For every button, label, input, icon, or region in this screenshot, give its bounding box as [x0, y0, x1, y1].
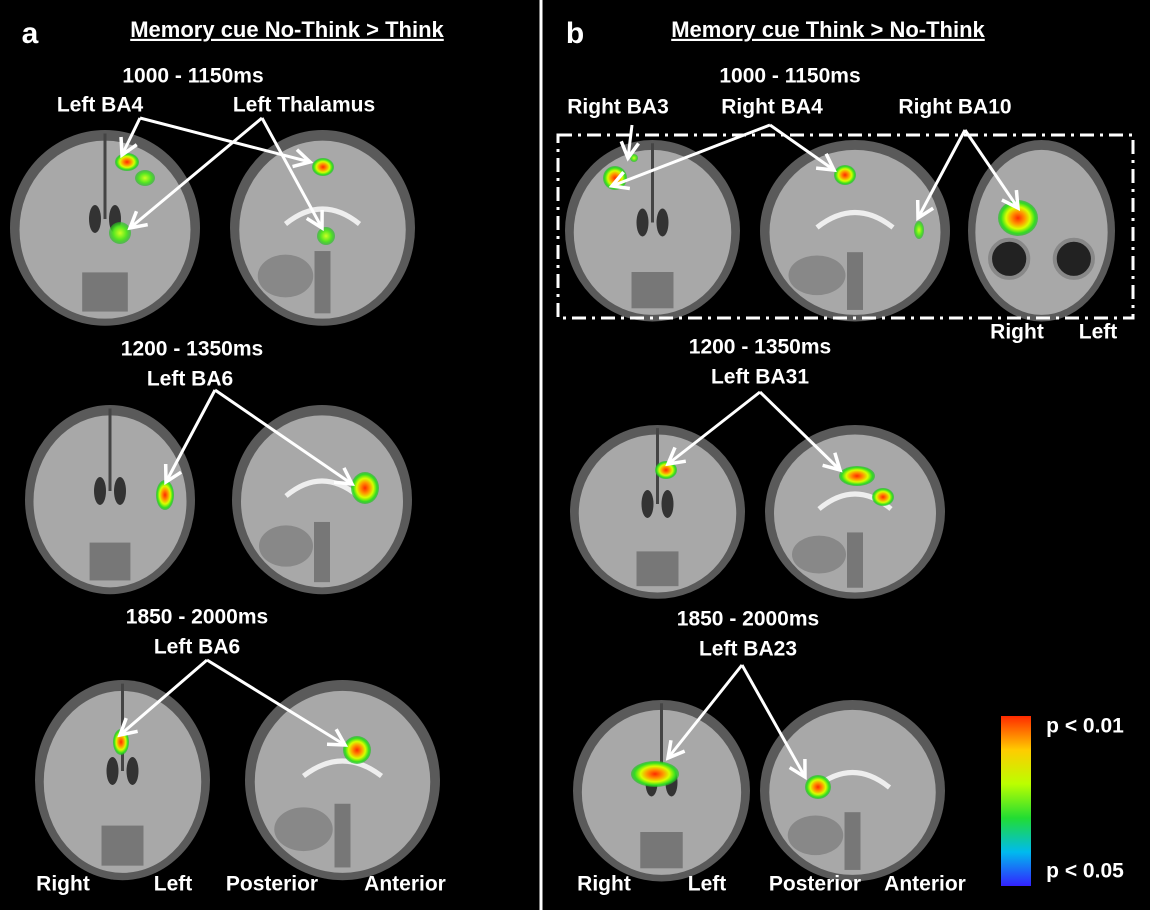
brainstem — [315, 251, 331, 313]
brain-slice — [35, 680, 210, 880]
orientation-label: Left — [1079, 321, 1118, 344]
ventricle — [662, 490, 674, 518]
region-label: Right BA10 — [898, 96, 1011, 119]
cerebellum — [258, 255, 314, 298]
colorbar — [1001, 716, 1031, 886]
panel-title: Memory cue Think > No-Think — [671, 17, 985, 42]
activation-blob — [914, 221, 924, 239]
activation-blob — [115, 153, 139, 171]
neck — [640, 832, 682, 868]
activation-blob — [351, 472, 379, 504]
brain-slice — [760, 700, 945, 882]
region-label: Left BA4 — [57, 94, 144, 117]
activation-blob — [109, 222, 131, 244]
brainstem — [845, 812, 861, 870]
ventricle — [107, 757, 119, 785]
activation-blob — [312, 158, 334, 176]
ventricle — [127, 757, 139, 785]
ventricle — [642, 490, 654, 518]
orientation-label: Left — [688, 873, 727, 896]
activation-blob — [630, 154, 638, 162]
activation-blob — [655, 461, 677, 479]
activation-blob — [135, 170, 155, 186]
brainstem — [847, 252, 863, 310]
brain-slice — [245, 680, 440, 880]
panel-title: Memory cue No-Think > Think — [130, 17, 444, 42]
orientation-label: Right — [36, 873, 90, 896]
activation-blob — [872, 488, 894, 506]
panel-letter: a — [22, 17, 39, 50]
time-window: 1000 - 1150ms — [122, 65, 263, 88]
neck — [90, 543, 131, 581]
ventricle — [94, 477, 106, 505]
colorbar-label: p < 0.01 — [1046, 715, 1124, 738]
cerebellum — [789, 255, 846, 295]
orientation-label: Right — [990, 321, 1044, 344]
activation-blob — [834, 165, 856, 185]
brain-slice — [573, 700, 750, 882]
activation-blob — [839, 466, 875, 486]
eye — [990, 240, 1028, 278]
ventricle — [114, 477, 126, 505]
brain-slice — [765, 425, 945, 599]
region-label: Left Thalamus — [233, 94, 375, 117]
activation-blob — [805, 775, 831, 799]
neck — [82, 272, 128, 311]
colorbar-label: p < 0.05 — [1046, 860, 1124, 883]
region-label: Left BA6 — [147, 368, 233, 391]
brainstem — [335, 804, 351, 868]
time-window: 1200 - 1350ms — [121, 338, 263, 361]
time-window: 1850 - 2000ms — [677, 608, 819, 631]
activation-blob — [317, 227, 335, 245]
region-label: Right BA3 — [567, 96, 669, 119]
cerebellum — [792, 536, 846, 574]
brainstem — [847, 532, 863, 587]
neck — [637, 551, 679, 586]
activation-blob — [156, 480, 174, 510]
time-window: 1200 - 1350ms — [689, 336, 831, 359]
brain-slice — [10, 130, 200, 326]
time-window: 1000 - 1150ms — [719, 65, 860, 88]
orientation-label: Anterior — [884, 873, 966, 896]
orientation-label: Anterior — [364, 873, 446, 896]
brainstem — [314, 522, 330, 582]
page: a Memory cue No-Think > Think 1000 - 115… — [0, 0, 1150, 910]
cerebellum — [274, 807, 333, 851]
time-window: 1850 - 2000ms — [126, 606, 268, 629]
region-label: Left BA31 — [711, 366, 809, 389]
brain-slice — [570, 425, 745, 599]
ventricle — [637, 209, 649, 237]
orientation-label: Left — [154, 873, 193, 896]
cerebellum — [259, 525, 313, 566]
figure: a Memory cue No-Think > Think 1000 - 115… — [0, 0, 1150, 910]
cerebellum — [788, 816, 844, 856]
brain-slice — [232, 405, 412, 594]
ventricle — [657, 209, 669, 237]
eye — [1055, 240, 1093, 278]
region-label: Left BA23 — [699, 638, 797, 661]
region-label: Right BA4 — [721, 96, 823, 119]
panel-letter: b — [566, 17, 584, 50]
orientation-label: Posterior — [226, 873, 318, 896]
neck — [102, 826, 144, 866]
activation-blob — [631, 761, 679, 787]
region-label: Left BA6 — [154, 636, 240, 659]
ventricle — [89, 205, 101, 233]
orientation-label: Right — [577, 873, 631, 896]
activation-blob — [343, 736, 371, 764]
neck — [632, 272, 674, 308]
orientation-label: Posterior — [769, 873, 861, 896]
brain-slice — [565, 140, 740, 322]
